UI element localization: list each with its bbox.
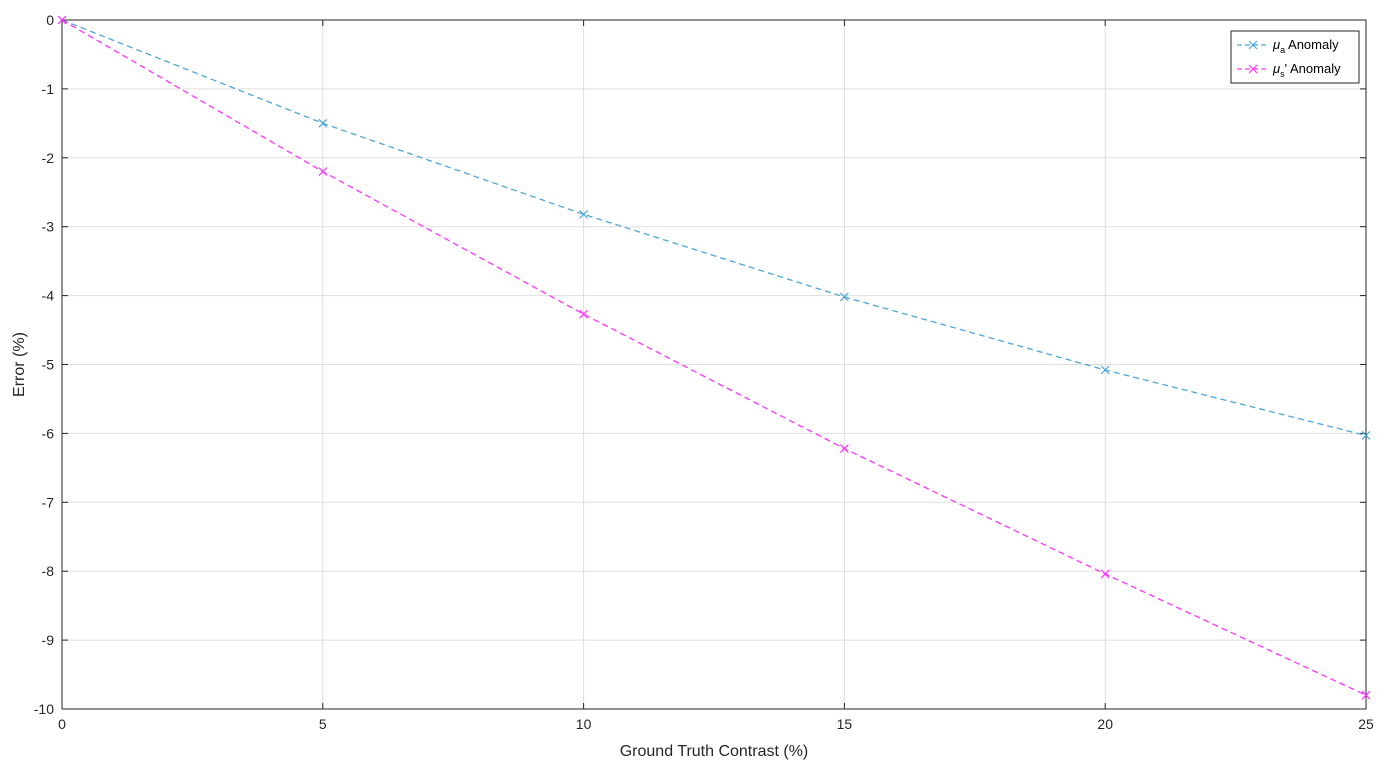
y-tick-label: -1 — [42, 81, 55, 97]
y-tick-label: -2 — [42, 150, 55, 166]
axis-ticks: 0 5 10 15 20 25 0 -1 -2 -3 -4 -5 -6 -7 -8 -9 -10 — [34, 12, 1374, 732]
series-2 — [57, 15, 1371, 700]
y-tick-label: -4 — [42, 288, 55, 304]
data-point-marker — [1100, 569, 1110, 579]
y-tick-label: -3 — [42, 219, 55, 235]
y-tick-label: -10 — [34, 701, 54, 717]
x-tick-label: 25 — [1358, 716, 1374, 732]
x-tick-label: 10 — [576, 716, 592, 732]
y-axis-title: Error (%) — [11, 332, 28, 397]
y-tick-label: -5 — [42, 357, 55, 373]
x-tick-label: 20 — [1097, 716, 1113, 732]
series-line — [61, 19, 1367, 696]
x-tick-label: 15 — [837, 716, 853, 732]
y-tick-label: -9 — [42, 632, 55, 648]
y-tick-label: -6 — [42, 425, 55, 441]
grid — [61, 19, 1367, 710]
legend-entry: μa Anomaly — [1237, 37, 1339, 55]
legend: μa Anomaly μs' Anomaly — [1230, 30, 1360, 84]
data-point-marker — [1361, 690, 1371, 700]
data-point-marker — [1361, 431, 1371, 440]
series-line — [61, 19, 1367, 437]
data-point-marker — [1100, 365, 1110, 375]
data-point-marker — [1248, 64, 1258, 74]
data-point-marker — [839, 292, 849, 302]
legend-box — [1230, 30, 1360, 84]
data-point-marker — [57, 15, 67, 25]
legend-label: μa Anomaly — [1272, 37, 1339, 55]
data-point-marker — [839, 444, 849, 453]
x-tick-label: 0 — [58, 716, 66, 732]
y-tick-label: -7 — [42, 494, 55, 510]
x-tick-label: 5 — [319, 716, 327, 732]
y-tick-label: 0 — [46, 12, 54, 28]
data-point-marker — [579, 309, 589, 319]
x-axis-title: Ground Truth Contrast (%) — [620, 743, 809, 760]
series-layer — [57, 15, 1371, 700]
series-1 — [57, 15, 1371, 440]
y-tick-label: -8 — [42, 563, 55, 579]
data-point-marker — [1248, 40, 1258, 50]
legend-entry: μs' Anomaly — [1237, 61, 1341, 79]
data-point-marker — [318, 167, 328, 177]
legend-label: μs' Anomaly — [1272, 61, 1341, 79]
data-point-marker — [579, 209, 589, 219]
data-point-marker — [318, 118, 328, 128]
